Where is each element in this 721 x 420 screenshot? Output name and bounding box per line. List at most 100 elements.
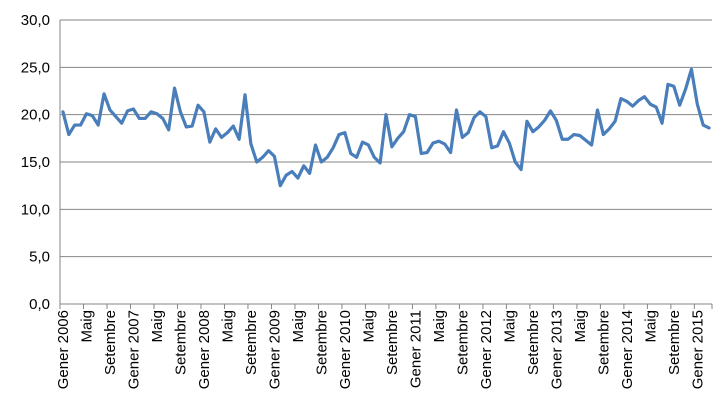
data-point [584, 139, 587, 142]
data-point [625, 100, 629, 103]
y-axis-tick-labels: 0,0 5,0 10,0 15,0 20,0 25,0 30,0 [21, 12, 50, 313]
data-point [220, 136, 223, 139]
series-group [61, 67, 711, 188]
data-point [672, 85, 676, 88]
data-point [478, 110, 482, 114]
data-point [214, 127, 217, 131]
data-point [690, 68, 693, 71]
data-point [331, 146, 335, 149]
x-tick-label: Maig [219, 310, 236, 343]
data-point [167, 128, 170, 132]
data-point [143, 117, 147, 120]
data-point [666, 83, 670, 86]
data-point [566, 138, 570, 141]
data-point [79, 123, 82, 127]
data-point [273, 155, 276, 158]
data-point [608, 127, 611, 131]
data-point [696, 103, 699, 106]
data-point [138, 117, 141, 120]
data-point [613, 120, 617, 123]
x-tick-label: Gener 2015 [689, 310, 706, 389]
data-point [602, 133, 605, 136]
data-point [85, 112, 88, 115]
data-point [449, 151, 452, 154]
x-tick-label: Setembre [454, 310, 471, 375]
data-point [572, 133, 576, 136]
data-point [390, 145, 394, 149]
data-point [302, 164, 305, 167]
x-tick-label: Gener 2008 [196, 310, 213, 389]
x-tick-label: Setembre [172, 310, 189, 375]
data-point [637, 99, 640, 102]
data-point [279, 184, 282, 187]
data-point [361, 140, 364, 144]
data-point [420, 152, 423, 155]
x-tick-label: Maig [642, 310, 659, 343]
x-tick-label: Setembre [666, 310, 683, 375]
data-point [132, 107, 135, 111]
data-point [226, 131, 229, 134]
x-tick-label: Maig [431, 310, 448, 343]
data-point [243, 93, 247, 96]
x-tick-label: Gener 2010 [337, 310, 354, 389]
data-point [596, 108, 599, 112]
data-point [561, 138, 564, 141]
data-point [525, 120, 529, 123]
x-tick-label: Maig [149, 310, 166, 343]
y-tick-label: 15,0 [21, 154, 50, 171]
data-point [149, 110, 153, 114]
data-point [367, 143, 370, 147]
data-point [437, 139, 441, 143]
data-point [314, 143, 317, 147]
data-point [519, 168, 523, 171]
data-point [378, 161, 382, 165]
series-line [61, 67, 711, 188]
data-point [707, 126, 711, 130]
data-point [190, 124, 194, 128]
x-tick-label: Setembre [595, 310, 612, 375]
data-point [467, 131, 470, 134]
data-point [202, 110, 206, 114]
y-tick-label: 5,0 [29, 249, 50, 266]
x-tick-label: Maig [360, 310, 377, 343]
data-point [508, 141, 511, 145]
data-point [649, 103, 652, 106]
data-point [249, 142, 253, 146]
x-tick-label: Setembre [313, 310, 330, 375]
data-point [108, 108, 112, 112]
data-point [678, 104, 681, 107]
data-point [631, 104, 634, 108]
data-point [443, 142, 446, 146]
data-point [502, 130, 505, 133]
data-point [179, 110, 182, 114]
data-point [326, 156, 329, 159]
data-point [308, 172, 311, 175]
data-point [320, 160, 323, 164]
y-tick-label: 10,0 [21, 201, 50, 218]
x-tick-label: Setembre [384, 310, 401, 375]
data-point [126, 109, 129, 113]
data-point [261, 156, 264, 159]
grid-lines [60, 19, 712, 258]
data-point [232, 124, 235, 128]
x-tick-label: Gener 2014 [619, 310, 636, 389]
data-point [425, 151, 429, 154]
data-point [643, 95, 646, 98]
x-tick-label: Gener 2006 [55, 310, 72, 389]
data-point [73, 123, 76, 127]
data-point [619, 97, 623, 100]
data-point [555, 119, 558, 122]
x-tick-label: Gener 2012 [478, 310, 495, 389]
data-point [185, 125, 188, 129]
x-tick-label: Gener 2009 [266, 310, 283, 389]
x-axis-tick-marks [59, 304, 713, 309]
data-point [461, 136, 464, 139]
data-point [67, 133, 71, 136]
axes [59, 20, 712, 305]
data-point [91, 114, 94, 117]
data-point [496, 144, 499, 148]
data-point [660, 121, 664, 125]
data-point [402, 130, 405, 133]
data-point [296, 176, 300, 180]
